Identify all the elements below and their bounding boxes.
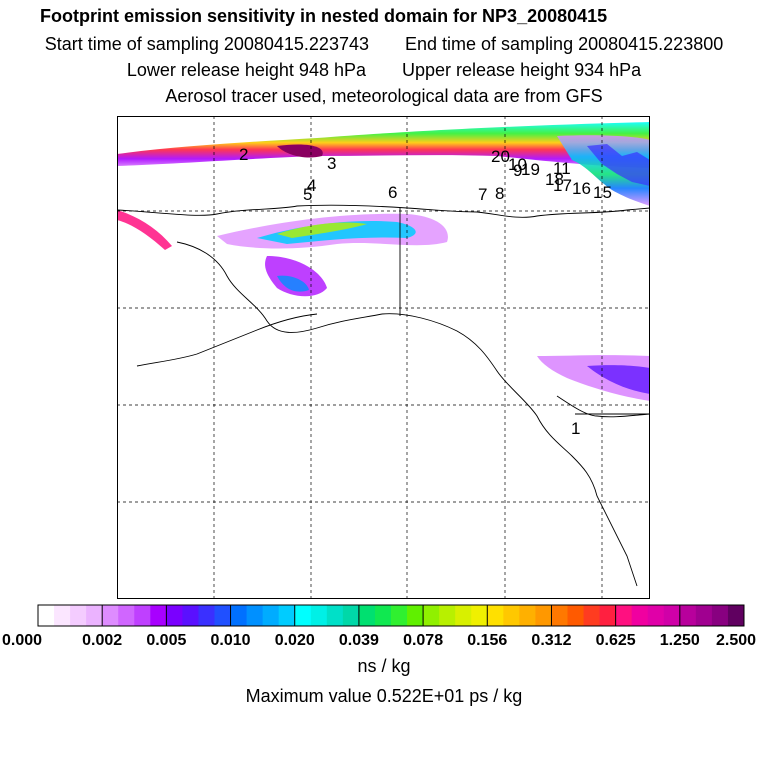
- colorbar-tick-label: 0.156: [467, 632, 507, 649]
- traj-label: 19: [521, 160, 540, 179]
- colorbar-cell: [535, 605, 552, 626]
- traj-label: 17: [553, 176, 572, 195]
- traj-label: 7: [478, 185, 487, 204]
- colorbar-cell: [695, 605, 713, 626]
- colorbar-cell: [198, 605, 215, 626]
- colorbar-cell: [262, 605, 280, 626]
- colorbar-cell: [150, 605, 167, 626]
- release-height-line: Lower release height 948 hPa Upper releas…: [0, 60, 768, 81]
- colorbar-cell: [38, 605, 55, 626]
- tracer-info-text: Aerosol tracer used, meteorological data…: [165, 86, 603, 106]
- colorbar-cell: [278, 605, 296, 626]
- traj-label: 6: [388, 183, 397, 202]
- colorbar-cell: [182, 605, 199, 626]
- traj-label: 8: [495, 184, 504, 203]
- colorbar-cell: [214, 605, 231, 626]
- coastlines: [117, 204, 650, 587]
- traj-label: 10: [508, 155, 527, 174]
- traj-label: 5: [303, 185, 312, 204]
- colorbar-cell: [342, 605, 360, 626]
- end-time-text: End time of sampling 20080415.223800: [405, 34, 724, 54]
- colorbar-cell: [647, 605, 665, 626]
- colorbar-cell: [374, 605, 392, 626]
- colorbar-tick-label: 2.500: [716, 632, 756, 649]
- colorbar-tick-label: 0.625: [596, 632, 636, 649]
- max-value-label: Maximum value 0.522E+01 ps / kg: [245, 686, 523, 706]
- colorbar-tick-labels: 0.000 0.002 0.005 0.010 0.020 0.039 0.078 0.156…: [2, 632, 756, 649]
- colorbar-cell: [679, 605, 697, 626]
- colorbar-cell: [455, 605, 472, 626]
- colorbar-cell: [663, 605, 681, 626]
- colorbar-cell: [423, 605, 440, 626]
- colorbar-cell: [102, 605, 119, 626]
- traj-label: 11: [553, 159, 571, 178]
- colorbar-cell: [711, 605, 729, 626]
- traj-label: 20: [491, 147, 510, 166]
- traj-label: 4: [307, 176, 316, 195]
- colorbar-cell: [583, 605, 600, 626]
- colorbar-cell: [70, 605, 87, 626]
- colorbar-cell: [567, 605, 584, 626]
- colorbar-cell: [727, 605, 745, 626]
- colorbar-tick-label: 0.039: [339, 632, 379, 649]
- colorbar-tick-label: 0.010: [211, 632, 251, 649]
- traj-label: 2: [239, 145, 248, 164]
- plot-title: Footprint emission sensitivity in nested…: [40, 6, 608, 26]
- colorbar-cell: [230, 605, 247, 626]
- colorbar-cell: [391, 605, 408, 626]
- traj-label: 9: [513, 161, 522, 180]
- colorbar-cell: [86, 605, 103, 626]
- traj-label: 15: [593, 183, 612, 202]
- graticule: [117, 116, 650, 599]
- traj-label: 18: [545, 170, 564, 189]
- traj-label: 16: [572, 179, 591, 198]
- trajectory-labels: 2 3 4 5 6 7 8 20 10 9 19 11 18 17 16 15 …: [239, 145, 612, 438]
- colorbar-tick-label: 0.312: [531, 632, 571, 649]
- colorbar-cell: [487, 605, 504, 626]
- colorbar-tick-label: 0.000: [2, 632, 42, 649]
- colorbar-tick-label: 0.005: [146, 632, 186, 649]
- colorbar-cells: [37, 605, 745, 626]
- emission-plume-alaska: [117, 210, 650, 401]
- colorbar-cell: [134, 605, 151, 626]
- colorbar-cell: [294, 605, 312, 626]
- colorbar-cell: [503, 605, 520, 626]
- colorbar-cell: [631, 605, 649, 626]
- colorbar-tick-label: 0.002: [82, 632, 122, 649]
- colorbar-cell: [407, 605, 424, 626]
- colorbar-cell: [166, 605, 183, 626]
- colorbar-cell: [118, 605, 135, 626]
- colorbar-tick-label: 0.078: [403, 632, 443, 649]
- start-time-text: Start time of sampling 20080415.223743: [44, 34, 369, 54]
- release-marker-label: 1: [571, 419, 580, 438]
- colorbar-cell: [599, 605, 617, 626]
- colorbar-cell: [358, 605, 376, 626]
- map-plot: 2 3 4 5 6 7 8 20 10 9 19 11 18 17 16 15 …: [117, 116, 650, 599]
- sampling-time-line: Start time of sampling 20080415.223743 En…: [0, 34, 768, 55]
- colorbar-tick-label: 1.250: [660, 632, 700, 649]
- colorbar-cell: [471, 605, 488, 626]
- colorbar-tick-label: 0.020: [275, 632, 315, 649]
- colorbar-unit-label: ns / kg: [357, 656, 411, 676]
- colorbar: 0.000 0.002 0.005 0.010 0.020 0.039 0.078 0.156…: [2, 604, 756, 649]
- lower-height-text: Lower release height 948 hPa: [126, 60, 366, 80]
- upper-height-text: Upper release height 934 hPa: [402, 60, 642, 80]
- colorbar-cell: [246, 605, 264, 626]
- colorbar-cell: [551, 605, 568, 626]
- traj-label: 3: [327, 154, 336, 173]
- colorbar-cell: [519, 605, 536, 626]
- colorbar-cell: [326, 605, 344, 626]
- colorbar-cell: [54, 605, 71, 626]
- colorbar-cell: [439, 605, 456, 626]
- colorbar-cell: [310, 605, 328, 626]
- colorbar-cell: [615, 605, 633, 626]
